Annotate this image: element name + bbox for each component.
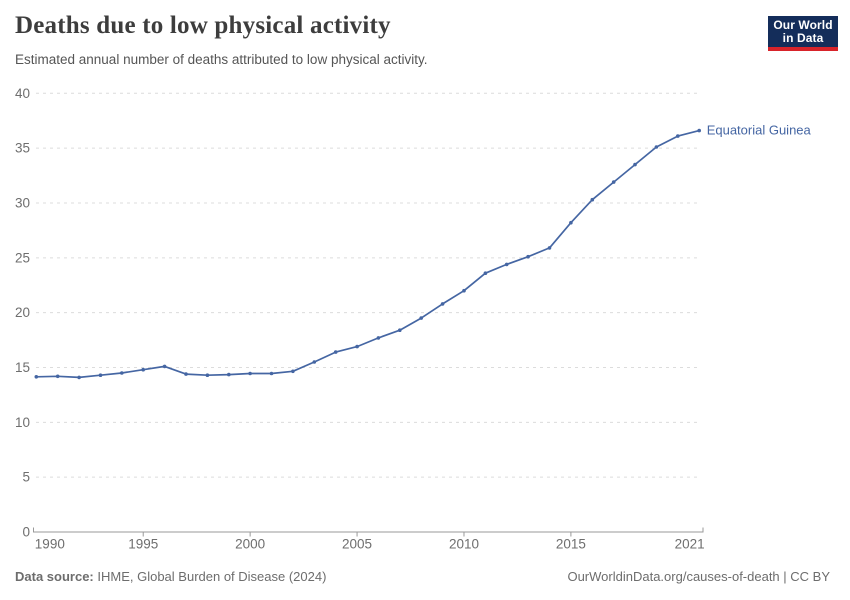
y-tick-label: 5 <box>22 470 30 485</box>
series-line <box>35 129 701 379</box>
data-point <box>291 369 295 374</box>
owid-logo-line2: in Data <box>782 30 824 45</box>
data-point <box>141 367 145 372</box>
data-point <box>55 374 60 379</box>
x-axis-line <box>33 527 704 533</box>
data-point <box>547 246 552 250</box>
x-tick-label: 2021 <box>675 537 705 552</box>
data-point <box>248 371 252 376</box>
y-tick-label: 40 <box>15 86 30 101</box>
y-tick-label: 30 <box>15 195 30 210</box>
data-point <box>419 316 424 320</box>
y-tick-label: 0 <box>22 525 30 540</box>
data-point <box>697 128 701 133</box>
y-tick-label: 25 <box>15 250 30 265</box>
owid-logo: Our World in Data <box>768 16 838 51</box>
footer-link[interactable]: OurWorldinData.org/causes-of-death | CC … <box>567 569 830 584</box>
x-tick-label: 2005 <box>342 537 372 552</box>
x-tick-label: 2015 <box>556 537 586 552</box>
data-point <box>676 134 680 138</box>
owid-logo-line1: Our World <box>773 17 833 32</box>
data-point <box>227 372 231 377</box>
x-tick-label: 1995 <box>128 537 158 552</box>
data-point <box>526 254 530 259</box>
chart-title: Deaths due to low physical activity <box>15 12 391 39</box>
data-point <box>162 364 167 369</box>
series-end-label: Equatorial Guinea <box>707 123 812 138</box>
data-point <box>184 372 188 376</box>
data-source-label: Data source: <box>15 569 94 584</box>
chart-subtitle: Estimated annual number of deaths attrib… <box>15 52 428 67</box>
data-point <box>120 371 124 375</box>
data-point <box>483 271 488 276</box>
owid-logo-red-bar <box>768 47 838 51</box>
data-point <box>355 344 359 349</box>
data-point <box>98 373 103 378</box>
data-point <box>440 302 445 306</box>
data-point <box>462 288 466 293</box>
data-point <box>611 180 616 184</box>
data-source-text: IHME, Global Burden of Disease (2024) <box>97 569 327 584</box>
data-point <box>312 360 317 364</box>
owid-logo-box: Our World in Data <box>768 16 838 47</box>
y-tick-label: 15 <box>15 360 30 375</box>
data-point <box>569 220 573 225</box>
x-tick-label: 2000 <box>235 537 265 552</box>
data-point <box>376 336 381 340</box>
x-tick-label: 2010 <box>449 537 479 552</box>
x-tick-label: 1990 <box>35 537 65 552</box>
data-point <box>633 162 637 167</box>
data-point <box>504 262 509 267</box>
y-tick-label: 35 <box>15 141 30 156</box>
data-source: Data source: IHME, Global Burden of Dise… <box>15 569 326 584</box>
data-point <box>333 350 338 354</box>
data-point <box>77 375 81 380</box>
data-point <box>269 371 274 376</box>
data-point <box>654 145 659 149</box>
data-point <box>205 373 210 378</box>
y-tick-label: 10 <box>15 415 30 430</box>
data-point <box>590 197 595 202</box>
data-point <box>34 375 39 379</box>
data-point <box>398 328 402 333</box>
y-tick-label: 20 <box>15 305 30 320</box>
